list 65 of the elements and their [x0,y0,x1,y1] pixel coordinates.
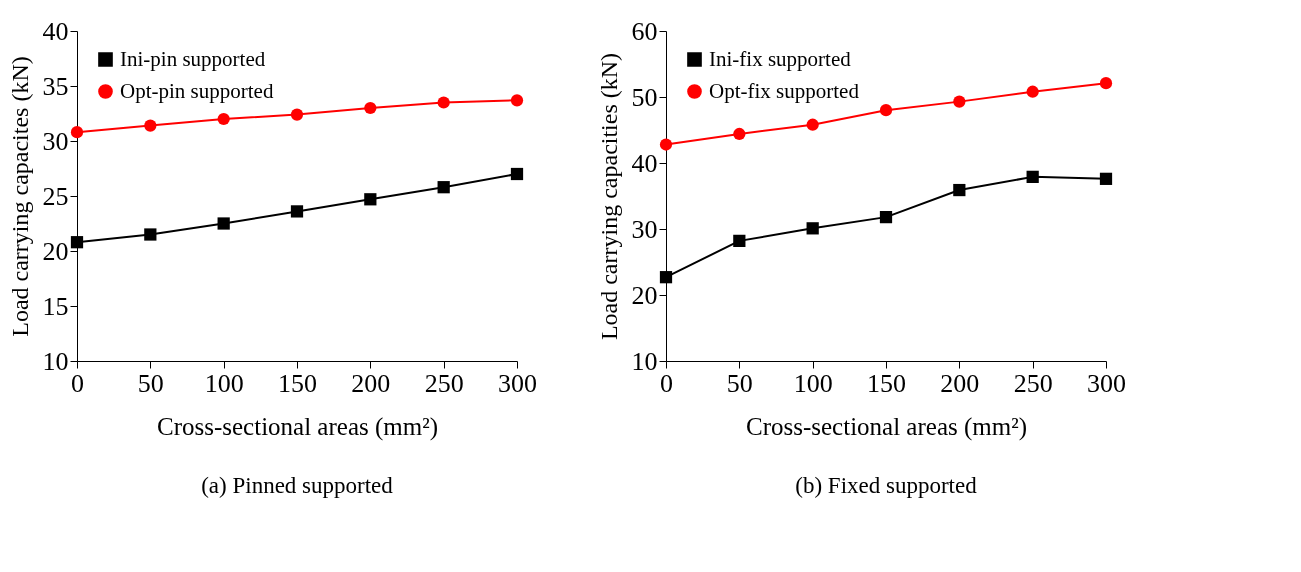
point [437,96,450,109]
text: (b) Fixed supported [795,473,978,498]
point [659,138,673,151]
point [806,222,819,235]
x-tick-label: 300 [1087,368,1126,398]
y-tick-label: 20 [631,280,658,310]
x-tick-label: 250 [1013,368,1053,398]
y-tick-label: 30 [42,126,69,156]
legend-label: Opt-fix supported [709,78,860,103]
x-tick-label: 0 [660,368,673,398]
y-tick-label: 35 [42,71,69,101]
point [953,183,966,197]
y-tick-label: 10 [631,346,658,376]
y-tick-label: 40 [42,16,69,46]
legend-label: Ini-pin supported [120,46,266,71]
point [1026,85,1039,98]
point [290,205,304,218]
x-tick-label: 50 [137,368,164,398]
x-tick-label: 200 [940,368,980,398]
point [217,217,230,230]
point [70,126,84,139]
point [290,108,304,121]
y-tick-label: 25 [42,181,69,211]
point [364,193,377,206]
point [217,112,230,126]
point [1099,77,1113,90]
legend-label: Opt-pin supported [120,78,274,103]
point [879,211,893,224]
y-tick-label: 50 [631,82,658,112]
point [510,94,524,107]
y-tick-label: 40 [631,148,658,178]
x-tick-label: 100 [204,368,244,398]
x-tick-label: 250 [424,368,464,398]
legend-label: Ini-fix supported [709,46,852,71]
point [70,236,84,249]
text: (a) Pinned supported [201,473,394,498]
point [437,181,450,194]
x-tick-label: 150 [867,368,906,398]
point [510,167,524,181]
y-tick-label: 15 [42,291,69,321]
point [879,104,893,117]
y-tick-label: 20 [42,236,69,266]
point [953,95,966,108]
x-tick-label: 300 [498,368,537,398]
x-tick-label: 150 [278,368,317,398]
point [144,228,157,241]
y-tick-label: 60 [631,16,658,46]
point [733,127,746,141]
x-axis-title: Cross-sectional areas (mm²) [745,412,1028,441]
y-tick-label: 10 [42,346,69,376]
x-tick-label: 50 [726,368,753,398]
x-axis-title: Cross-sectional areas (mm²) [156,412,439,441]
point [806,118,819,131]
point [144,119,157,132]
y-axis-title: Load carrying capacites (kN) [6,56,33,337]
point [1026,170,1039,183]
y-tick-label: 30 [631,214,658,244]
x-tick-label: 200 [351,368,391,398]
point [733,234,746,247]
y-axis-title: Load carrying capacities (kN) [595,52,622,341]
point [659,271,673,284]
point [364,101,377,115]
x-tick-label: 0 [71,368,84,398]
point [1099,172,1113,185]
x-tick-label: 100 [793,368,833,398]
